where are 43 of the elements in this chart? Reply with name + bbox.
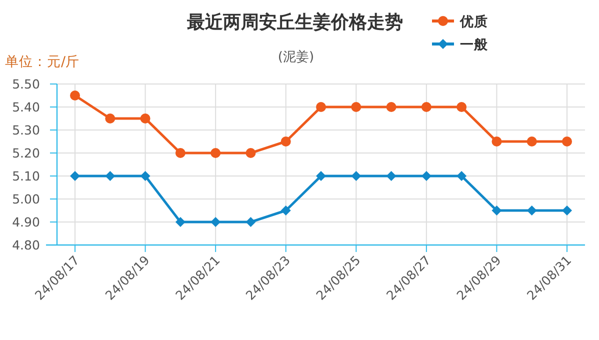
- point: [246, 217, 256, 227]
- y-tick-label: 4.80: [12, 238, 40, 252]
- y-tick-label: 5.00: [12, 192, 40, 206]
- point: [526, 206, 537, 216]
- point: [140, 171, 150, 181]
- point: [175, 217, 186, 227]
- point: [280, 136, 291, 146]
- y-tick-label: 5.40: [12, 100, 40, 114]
- point: [140, 114, 150, 124]
- point: [351, 102, 362, 112]
- point: [492, 206, 502, 216]
- y-tick-label: 5.50: [12, 76, 40, 92]
- point: [280, 206, 291, 216]
- y-axis-title: 单位：元/斤: [5, 54, 80, 70]
- point: [70, 90, 80, 100]
- point: [456, 102, 467, 112]
- point: [492, 136, 502, 146]
- y-tick-label: 5.10: [12, 168, 40, 184]
- y-tick-label: 5.30: [12, 122, 40, 138]
- point: [386, 102, 396, 112]
- point: [421, 102, 432, 112]
- chart-title: 最近两周安丘生姜价格走势: [186, 11, 403, 33]
- point: [526, 136, 537, 146]
- legend-label: 一般: [460, 37, 489, 53]
- point: [316, 171, 326, 181]
- point: [351, 171, 362, 181]
- legend-label: 优质: [459, 13, 488, 30]
- point: [70, 171, 80, 181]
- chart-subtitle: (泥姜): [278, 49, 314, 65]
- point: [562, 136, 572, 146]
- point: [386, 171, 396, 181]
- point: [246, 148, 256, 158]
- point: [316, 102, 326, 112]
- y-tick-label: 5.20: [12, 146, 40, 160]
- point: [210, 148, 221, 158]
- point: [175, 148, 186, 158]
- point: [210, 217, 221, 227]
- point: [456, 171, 467, 181]
- point: [562, 206, 572, 216]
- y-tick-label: 4.90: [12, 214, 40, 230]
- point: [421, 171, 432, 181]
- point: [105, 114, 116, 124]
- point: [105, 171, 116, 181]
